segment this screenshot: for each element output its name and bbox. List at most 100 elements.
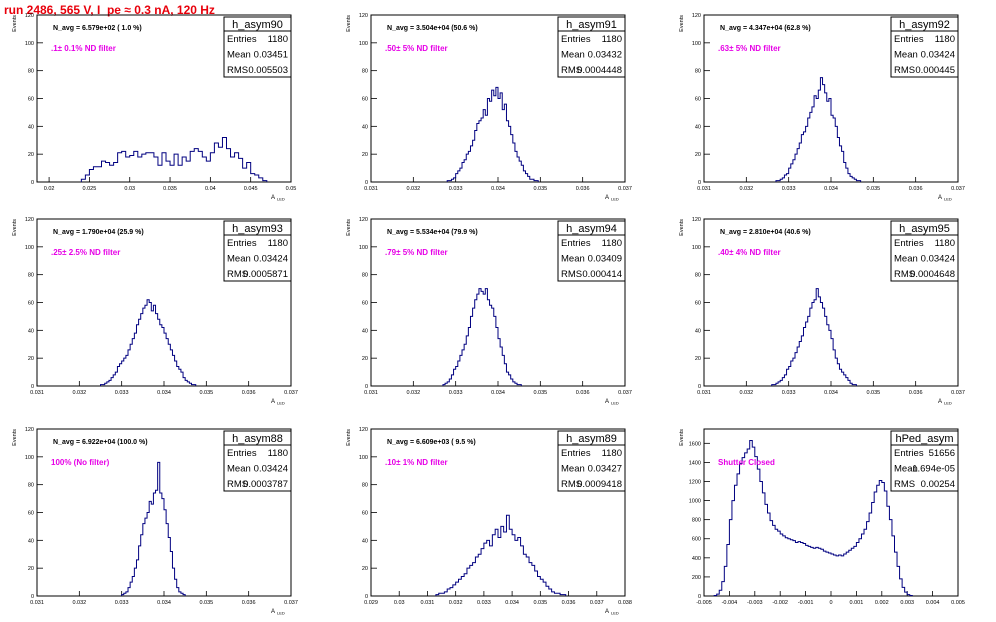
histogram-h_asym94: 0 20 40 60 80 100 120 0.031 0.032 0.033 0.034 0.035…	[346, 217, 632, 406]
stats-label: RMS	[227, 479, 248, 490]
x-tick-label: 0.031	[421, 600, 435, 606]
stats-box	[890, 234, 959, 282]
stats-box	[223, 234, 292, 282]
y-tick-label: 40	[28, 328, 34, 334]
stats-value: 0.0004648	[910, 269, 955, 280]
y-tick-label: 20	[695, 152, 701, 158]
stats-box-title: h_asym93	[232, 223, 283, 235]
stats-value: 0.000445	[915, 65, 955, 76]
stats-box-title: h_asym90	[232, 19, 283, 31]
stats-box-title: h_asym89	[566, 433, 617, 445]
stats-label: Mean	[894, 50, 918, 61]
stats-value: 0.0009418	[577, 479, 622, 490]
stats-label: RMS	[227, 65, 248, 76]
y-tick-label: 80	[28, 273, 34, 279]
histogram-hPed_asym: 0 200 400 600 800 1000 1200 1400 1600 -0.005 -0.00…	[679, 428, 965, 606]
x-tick-label: 0.031	[364, 390, 378, 396]
histogram-line	[435, 514, 567, 596]
x-tick-label: 0.032	[739, 390, 753, 396]
y-tick-label: 1400	[689, 460, 701, 466]
stats-value: 1180	[602, 448, 622, 459]
stats-value: 0.0004448	[577, 65, 622, 76]
stats-label: Entries	[561, 448, 591, 459]
y-tick-label: 120	[25, 217, 34, 223]
navg-label: N_avg = 2.810e+04 (40.6 %)	[720, 229, 811, 236]
y-tick-label: 20	[695, 356, 701, 362]
x-tick-label: 0.035	[163, 186, 177, 192]
stats-label: RMS	[894, 269, 915, 280]
y-tick-label: 80	[695, 69, 701, 75]
stats-label: Entries	[227, 34, 257, 45]
x-tick-label: 0.037	[618, 186, 632, 192]
x-axis-label: A LED	[605, 195, 619, 202]
stats-value: 0.0003787	[243, 479, 288, 490]
x-tick-label: -0.002	[772, 600, 788, 606]
y-tick-label: 100	[359, 41, 368, 47]
x-tick-label: 0.003	[900, 600, 914, 606]
stats-label: Mean	[894, 464, 918, 475]
y-axis-label: Events	[679, 15, 685, 32]
stats-box	[223, 444, 292, 492]
stats-box	[557, 234, 626, 282]
x-tick-label: 0.038	[618, 600, 632, 606]
x-tick-label: 0.033	[782, 186, 796, 192]
histogram-line	[713, 439, 913, 597]
stats-box-title: hPed_asym	[895, 433, 953, 445]
filter-label: .1± 0.1% ND filter	[51, 44, 116, 53]
x-axis-label-subscript: LED	[611, 197, 619, 202]
stats-box	[557, 30, 626, 78]
stats-value: 0.03409	[588, 254, 622, 265]
x-tick-label: 0.035	[533, 600, 547, 606]
x-tick-label: 0.032	[449, 600, 463, 606]
histogram-line	[446, 86, 539, 182]
stats-value: 1180	[602, 238, 622, 249]
x-tick-label: 0.031	[697, 390, 711, 396]
filter-label: .63± 5% ND filter	[718, 44, 781, 53]
stats-value: 1180	[268, 448, 288, 459]
x-tick-label: -0.003	[747, 600, 763, 606]
x-tick-label: 0.005	[951, 600, 965, 606]
x-tick-label: 0.02	[44, 186, 55, 192]
x-tick-label: 0.031	[697, 186, 711, 192]
y-tick-label: 80	[362, 483, 368, 489]
y-tick-label: 40	[362, 538, 368, 544]
navg-label: N_avg = 6.609e+03 ( 9.5 %)	[387, 439, 476, 446]
x-axis-label: A LED	[271, 609, 285, 616]
x-axis-label: A LED	[605, 399, 619, 406]
x-tick-label: 0.036	[562, 600, 576, 606]
stats-box-title: h_asym91	[566, 19, 617, 31]
stats-box-title: h_asym94	[566, 223, 617, 235]
y-axis-label: Events	[12, 219, 18, 236]
y-tick-label: 60	[362, 301, 368, 307]
x-tick-label: 0.032	[72, 600, 86, 606]
y-tick-label: 100	[25, 245, 34, 251]
stats-label: Mean	[227, 50, 251, 61]
run-title: run 2486, 565 V, I_pe ≈ 0.3 nA, 120 Hz	[4, 3, 215, 17]
x-tick-label: 0.002	[875, 600, 889, 606]
x-tick-label: 0.032	[72, 390, 86, 396]
y-axis-label: Events	[346, 15, 352, 32]
filter-label: .79± 5% ND filter	[385, 248, 448, 257]
y-tick-label: 120	[692, 217, 701, 223]
y-tick-label: 40	[362, 124, 368, 130]
stats-value: 0.03432	[588, 50, 622, 61]
stats-value: 0.005503	[248, 65, 288, 76]
y-tick-label: 40	[695, 328, 701, 334]
x-tick-label: 0.037	[590, 600, 604, 606]
stats-value: 51656	[929, 448, 955, 459]
x-tick-label: 0.033	[449, 186, 463, 192]
filter-label: 100% (No filter)	[51, 458, 110, 467]
stats-label: Entries	[561, 34, 591, 45]
y-tick-label: 60	[362, 511, 368, 517]
stats-label: Entries	[227, 448, 257, 459]
x-tick-label: 0.004	[926, 600, 940, 606]
x-tick-label: 0.031	[30, 600, 44, 606]
x-tick-label: 0.033	[115, 600, 129, 606]
y-tick-label: 800	[692, 518, 701, 524]
x-tick-label: 0.034	[491, 390, 505, 396]
y-axis-label: Events	[12, 429, 18, 446]
x-tick-label: 0.035	[866, 390, 880, 396]
y-tick-label: 120	[25, 427, 34, 433]
y-axis-label: Events	[346, 219, 352, 236]
